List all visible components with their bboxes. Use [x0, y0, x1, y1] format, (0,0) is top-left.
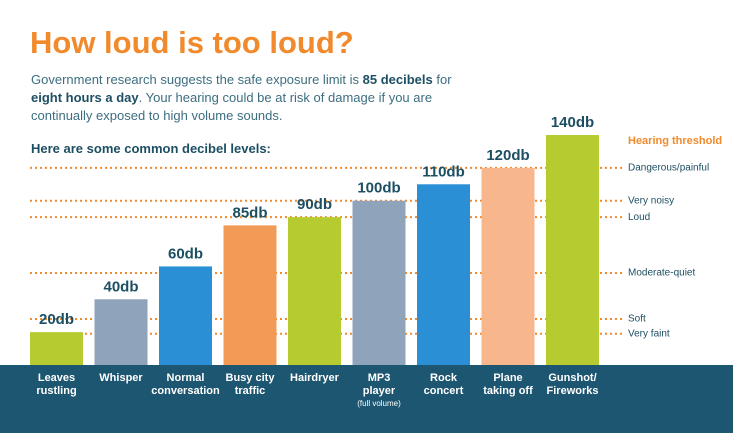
category-name: Leaves rustling: [36, 372, 77, 397]
bar: [159, 266, 212, 365]
value-label: 20db: [39, 311, 74, 328]
x-tick-label: Hairdryer: [279, 372, 351, 385]
x-tick-label: Rock concert: [408, 372, 480, 398]
category-name: Whisper: [99, 372, 143, 384]
intro: Here are some common decibel levels:: [31, 141, 271, 156]
x-tick-label: Normal conversation: [150, 372, 222, 398]
bar: [352, 200, 406, 365]
threshold-title: Hearing threshold: [628, 135, 722, 147]
category-band: [0, 365, 733, 433]
value-label: 60db: [168, 245, 203, 262]
category-note: (full volume): [357, 399, 401, 408]
category-name: Gunshot/ Fireworks: [546, 372, 599, 397]
category-name: Normal conversation: [151, 372, 220, 397]
bar: [223, 225, 277, 365]
threshold-label: Very noisy: [628, 195, 674, 206]
value-label: 110db: [422, 163, 465, 180]
chart-title: How loud is too loud?: [30, 25, 354, 60]
bar: [94, 299, 148, 365]
x-tick-label: Plane taking off: [472, 372, 544, 398]
subtitle-part: . Your hearing could be at risk of damag…: [31, 90, 433, 123]
x-tick-label: Leaves rustling: [21, 372, 93, 398]
subtitle: Government research suggests the safe ex…: [31, 71, 476, 125]
x-tick-label: Gunshot/ Fireworks: [537, 372, 609, 398]
category-name: Plane taking off: [483, 372, 533, 397]
value-label: 140db: [551, 114, 594, 131]
value-label: 100db: [357, 180, 400, 197]
x-tick-label: Whisper: [85, 372, 157, 385]
threshold-label: Very faint: [628, 328, 670, 339]
value-label: 90db: [297, 196, 332, 213]
threshold-label: Dangerous/painful: [628, 162, 709, 173]
category-name: Rock concert: [423, 372, 464, 397]
threshold-label: Loud: [628, 212, 650, 223]
bar: [417, 184, 470, 365]
value-label: 40db: [103, 278, 138, 295]
threshold-label: Soft: [628, 314, 646, 325]
value-label: 120db: [486, 147, 529, 164]
value-label: 85db: [232, 204, 267, 221]
category-name: Hairdryer: [290, 372, 339, 384]
category-name: Busy city traffic: [225, 372, 275, 397]
threshold-label: Moderate-quiet: [628, 268, 695, 279]
bar: [30, 332, 83, 365]
bar: [288, 217, 341, 365]
category-name: MP3 player: [362, 372, 396, 397]
bar: [481, 167, 535, 365]
bar: [546, 135, 599, 365]
x-tick-label: Busy city traffic: [214, 372, 286, 398]
subtitle-part: eight hours a day: [31, 90, 139, 105]
subtitle-part: Government research suggests the safe ex…: [31, 72, 363, 87]
subtitle-part: for: [432, 72, 452, 87]
subtitle-part: 85 decibels: [362, 72, 433, 87]
x-tick-label: MP3 player (full volume): [343, 372, 415, 409]
